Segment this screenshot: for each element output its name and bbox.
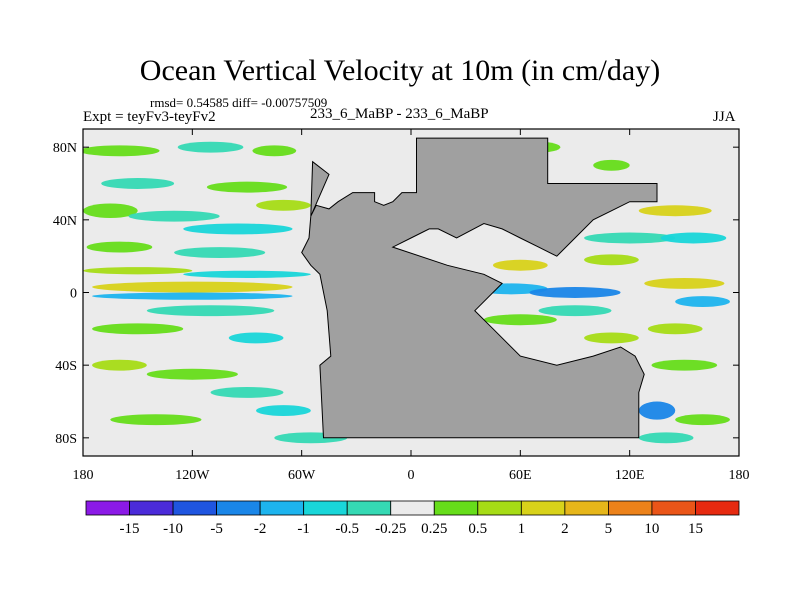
anomaly-patch-18 xyxy=(146,368,238,380)
colorbar-box xyxy=(346,500,392,516)
colorbar-label: -15 xyxy=(120,521,140,537)
y-tick-label: 80N xyxy=(53,141,77,156)
anomaly-patch-21 xyxy=(110,414,202,426)
anomaly-patch-26 xyxy=(492,259,548,271)
anomaly-patch-2 xyxy=(252,145,297,157)
colorbar-box xyxy=(433,500,479,516)
anomaly-patch-43 xyxy=(593,159,630,171)
colorbar-label: -0.5 xyxy=(335,521,359,537)
colorbar-label: -1 xyxy=(297,521,310,537)
x-tick-label: 120E xyxy=(615,468,645,483)
anomaly-patch-7 xyxy=(128,210,220,222)
colorbar-label: -10 xyxy=(163,521,183,537)
colorbar-label: -0.25 xyxy=(375,521,406,537)
y-tick-label: 40N xyxy=(53,214,77,229)
anomaly-patch-37 xyxy=(584,332,639,344)
anomaly-patch-29 xyxy=(584,232,676,244)
anomaly-patch-30 xyxy=(638,205,712,217)
x-tick-label: 60W xyxy=(288,468,316,483)
anomaly-patch-36 xyxy=(538,305,612,317)
colorbar-box xyxy=(303,500,348,516)
x-tick-label: 120W xyxy=(175,468,210,483)
anomaly-patch-4 xyxy=(206,181,288,193)
anomaly-patch-5 xyxy=(256,199,311,211)
anomaly-patch-22 xyxy=(256,405,311,417)
anomaly-patch-31 xyxy=(660,232,727,244)
anomaly-patch-28 xyxy=(584,254,639,266)
anomaly-patch-1 xyxy=(177,141,244,153)
x-tick-label: 0 xyxy=(408,468,415,483)
land-mask xyxy=(301,137,658,439)
anomaly-patch-19 xyxy=(92,359,147,371)
anomaly-patch-35 xyxy=(483,314,557,326)
anomaly-patch-15 xyxy=(146,305,275,317)
anomaly-patch-11 xyxy=(83,267,193,275)
anomaly-patch-0 xyxy=(83,145,160,157)
anomaly-patch-8 xyxy=(183,223,293,235)
anomaly-patch-33 xyxy=(675,296,730,308)
season-label: JJA xyxy=(713,109,736,125)
x-tick-label: 180 xyxy=(73,468,94,483)
anomaly-patch-27 xyxy=(529,287,621,298)
anomaly-patch-10 xyxy=(174,247,266,258)
anomaly-patch-38 xyxy=(651,359,718,371)
y-tick-label: 40S xyxy=(55,359,77,374)
anomaly-patch-16 xyxy=(92,323,184,335)
colorbar-box xyxy=(259,500,305,516)
x-tick-label: 60E xyxy=(509,468,532,483)
anomaly-patch-39 xyxy=(638,401,676,420)
colorbar-label: 1 xyxy=(518,521,526,537)
colorbar-box xyxy=(564,500,609,516)
case-label: 233_6_MaBP - 233_6_MaBP xyxy=(310,106,489,122)
anomaly-patch-20 xyxy=(210,386,284,398)
anomaly-patch-41 xyxy=(638,432,694,444)
colorbar-label: 10 xyxy=(644,521,659,537)
anomaly-patch-13 xyxy=(92,281,293,293)
colorbar-box xyxy=(695,500,740,516)
y-tick-label: 0 xyxy=(70,287,77,302)
colorbar-label: -5 xyxy=(210,521,223,537)
colorbar-box xyxy=(608,500,653,516)
anomaly-patch-40 xyxy=(675,414,730,426)
colorbar: -15 -10 -5 -2 -1 -0.5 -0.25 0.25 0.5 1 2 5 10 15 xyxy=(85,500,740,537)
colorbar-label: -2 xyxy=(254,521,267,537)
colorbar-box xyxy=(477,500,522,516)
colorbar-label: 5 xyxy=(605,521,613,537)
colorbar-box xyxy=(85,500,130,516)
colorbar-label: 0.5 xyxy=(468,521,487,537)
colorbar-label: 15 xyxy=(688,521,703,537)
colorbar-box xyxy=(129,500,174,516)
colorbar-box xyxy=(651,500,696,516)
colorbar-label: 2 xyxy=(561,521,569,537)
colorbar-box xyxy=(520,500,566,516)
x-tick-label: 180 xyxy=(729,468,750,483)
anomaly-patch-6 xyxy=(83,203,138,219)
rmsd-diff-stats: rmsd= 0.54585 diff= -0.00757509 xyxy=(150,95,328,110)
anomaly-patch-14 xyxy=(92,292,293,300)
colorbar-box xyxy=(390,500,435,516)
y-tick-label: 80S xyxy=(55,432,77,447)
map-plot-area xyxy=(83,129,739,456)
anomaly-patch-34 xyxy=(647,323,703,335)
anomaly-patch-12 xyxy=(183,270,311,278)
anomaly-patch-9 xyxy=(86,241,153,253)
colorbar-label: 0.25 xyxy=(421,521,447,537)
anomaly-patch-17 xyxy=(228,332,284,344)
plot-title: Ocean Vertical Velocity at 10m (in cm/da… xyxy=(139,54,661,87)
axes: 180 120W 60W 0 60E 120E 180 80N 40N 0 40S 80S xyxy=(53,129,750,483)
experiment-label: Expt = teyFv3-teyFv2 xyxy=(83,109,216,125)
anomaly-patch-3 xyxy=(101,178,175,189)
anomaly-patch-32 xyxy=(644,277,725,289)
colorbar-box xyxy=(216,500,261,516)
colorbar-box xyxy=(172,500,217,516)
